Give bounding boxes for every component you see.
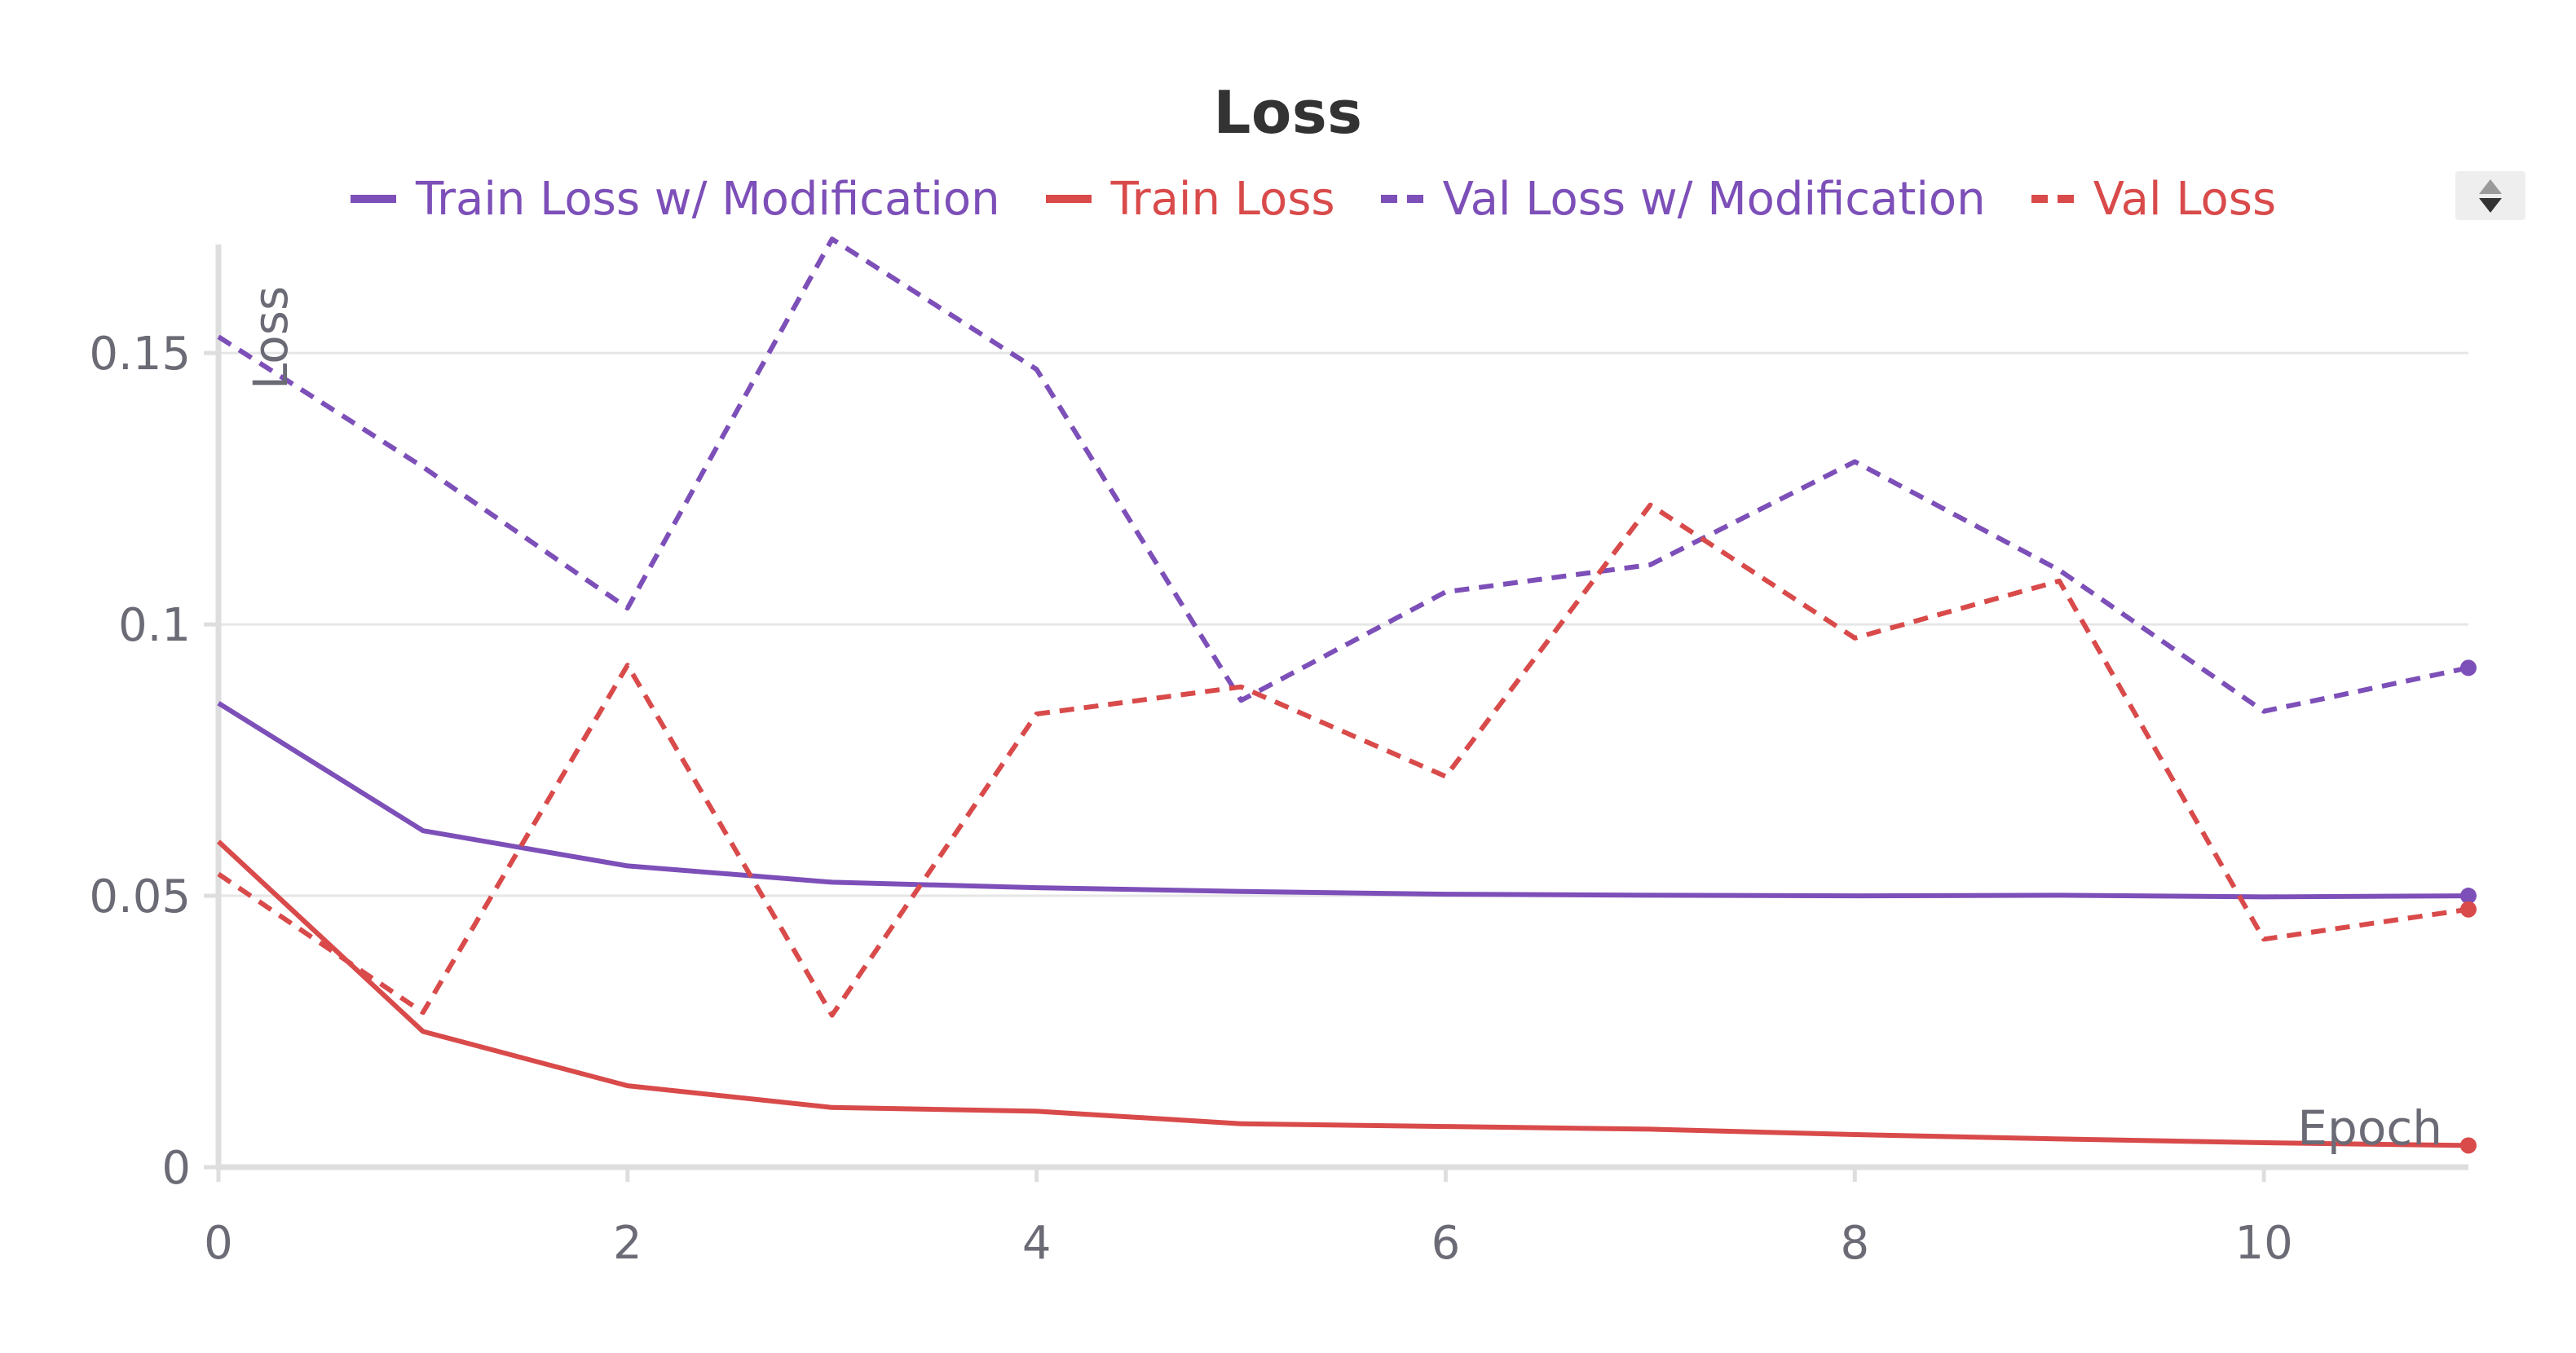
series-line-1 — [216, 840, 2469, 1148]
x-tick-label: 2 — [613, 1217, 642, 1270]
y-tick-label: 0.15 — [89, 328, 191, 381]
series-lines — [216, 236, 2469, 1148]
x-axis-title: Epoch — [2297, 1100, 2442, 1156]
series-end-marker-0 — [2460, 888, 2477, 905]
legend-swatch-train-loss-mod — [351, 195, 396, 203]
series-line-0 — [217, 701, 2469, 900]
axes — [215, 245, 2468, 1170]
y-axis-title: Loss — [243, 286, 298, 390]
legend-item-train-loss[interactable]: Train Loss — [1045, 172, 1335, 226]
grid-lines — [218, 351, 2468, 897]
series-line-2 — [217, 236, 2469, 714]
legend-label-val-loss-mod: Val Loss w/ Modification — [1442, 172, 1986, 226]
x-tick-label: 0 — [204, 1217, 233, 1270]
x-tick-label: 10 — [2234, 1217, 2292, 1270]
legend-item-val-loss-mod[interactable]: Val Loss w/ Modification — [1380, 172, 1986, 226]
legend-label-train-loss-mod: Train Loss w/ Modification — [416, 172, 1000, 226]
x-tick-label: 6 — [1431, 1217, 1461, 1270]
y-tick-label: 0.1 — [118, 599, 191, 652]
y-tick-label: 0.05 — [89, 870, 191, 923]
series-end-marker-2 — [2460, 659, 2477, 676]
x-tick-label: 4 — [1022, 1217, 1052, 1270]
series-end-marker-1 — [2460, 1137, 2477, 1154]
legend-swatch-train-loss — [1045, 195, 1092, 203]
y-tick-labels: 0 0.05 0.1 0.15 — [89, 328, 218, 1195]
x-tick-label: 8 — [1840, 1217, 1869, 1270]
x-tick-labels: 0 2 4 6 8 10 — [204, 1167, 2293, 1270]
legend-swatch-val-loss — [2031, 195, 2074, 203]
legend-item-val-loss[interactable]: Val Loss — [2031, 173, 2276, 226]
chart-title: Loss — [1213, 78, 1363, 147]
series-end-marker-3 — [2460, 901, 2477, 918]
y-tick-label: 0 — [161, 1142, 191, 1195]
legend-swatch-val-loss-mod — [1380, 195, 1423, 203]
legend: Train Loss w/ Modification Train Loss Va… — [351, 166, 2322, 231]
legend-item-train-loss-mod[interactable]: Train Loss w/ Modification — [351, 173, 1000, 226]
scroll-down-arrow-icon[interactable] — [2479, 197, 2502, 213]
legend-label-train-loss: Train Loss — [1110, 172, 1335, 226]
scroll-up-arrow-icon[interactable] — [2479, 178, 2502, 194]
legend-scroll-arrows-icon[interactable] — [2455, 171, 2525, 220]
series-line-3 — [217, 502, 2469, 1018]
end-markers — [2460, 659, 2477, 1154]
legend-label-val-loss: Val Loss — [2093, 172, 2277, 226]
